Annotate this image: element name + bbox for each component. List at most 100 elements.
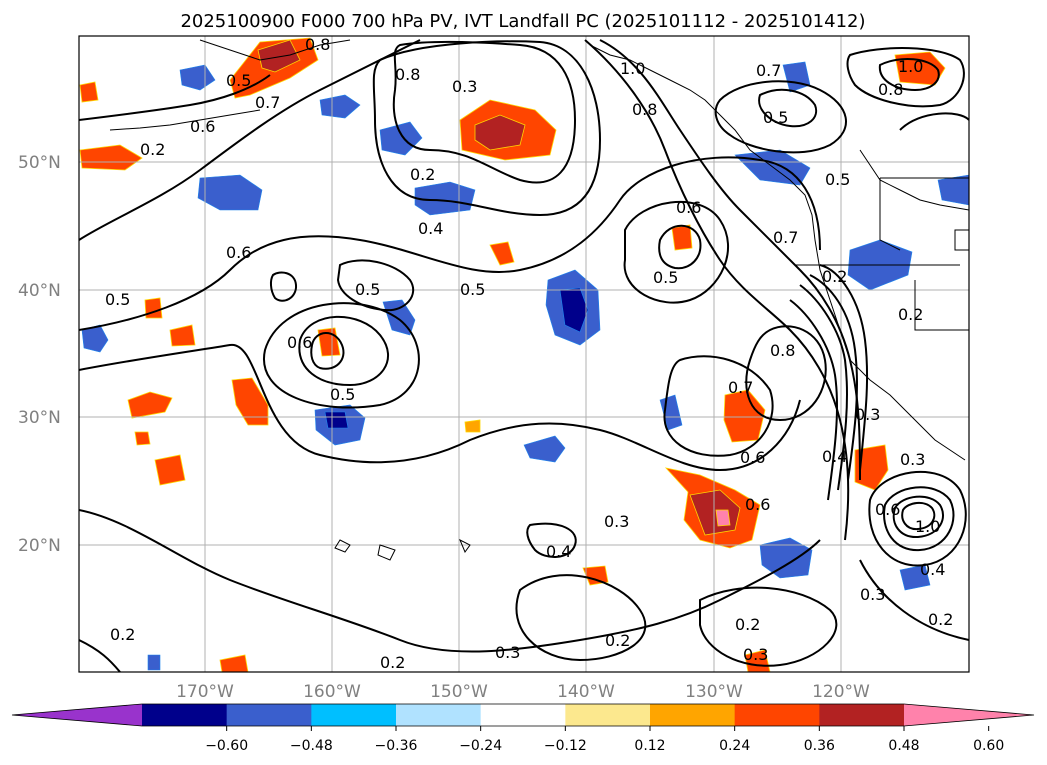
- colorbar-segment: [311, 704, 397, 726]
- colorbar-segment: [226, 704, 312, 726]
- latitude-labels: 50°N 40°N 30°N 20°N: [18, 153, 61, 556]
- border-line: [914, 280, 969, 331]
- contour-line: [269, 271, 298, 302]
- contour-label: 0.3: [900, 450, 925, 469]
- contour-line: [714, 80, 847, 154]
- colorbar: −0.60 −0.48 −0.36 −0.24 −0.12 0.12 0.24 0.36 0.4…: [11, 703, 1035, 754]
- pv-negative-blob: [937, 174, 969, 206]
- pv-negative-blob: [759, 537, 813, 579]
- coastline: [109, 109, 261, 131]
- contour-line: [79, 509, 821, 653]
- colorbar-tick-label: 0.60: [973, 738, 1004, 754]
- pv-negative-blob: [899, 564, 931, 591]
- colorbar-segment: [819, 704, 905, 726]
- contour-label: 0.3: [855, 405, 880, 424]
- contour-label: 0.2: [140, 140, 165, 159]
- contour-label: 0.3: [860, 585, 885, 604]
- contour-line: [262, 302, 420, 409]
- pv-positive-blob: [894, 51, 946, 86]
- map-panel: 0.5 0.8 0.3 0.7 1.0 0.8 0.6 0.7 0.5 0.8 …: [18, 35, 970, 702]
- contour-line: [799, 284, 848, 491]
- contour-label: 0.5: [105, 290, 130, 309]
- pv-positive-blob: [154, 454, 186, 486]
- map-frame: [78, 35, 970, 673]
- colorbar-segment: [650, 704, 736, 726]
- contour-line: [868, 470, 967, 567]
- contour-line: [699, 586, 838, 667]
- contour-label: 0.5: [763, 108, 788, 127]
- contour-line: [878, 58, 940, 92]
- contour-label: 0.5: [226, 71, 251, 90]
- contour-line: [658, 224, 702, 270]
- colorbar-tick-label: 0.12: [634, 738, 665, 754]
- contour-label: 0.5: [330, 385, 355, 404]
- lon-label: 170°W: [176, 682, 234, 702]
- colorbar-segment: [565, 704, 651, 726]
- contour-line: [515, 574, 647, 662]
- pv-negative-blob: [324, 411, 349, 429]
- contour-label: 0.8: [632, 100, 657, 119]
- contour-label: 0.4: [822, 447, 847, 466]
- contour-line: [79, 39, 421, 241]
- pv-positive-blob: [464, 419, 481, 433]
- figure-title: 2025100900 F000 700 hPa PV, IVT Landfall…: [180, 11, 865, 32]
- contour-line: [336, 259, 415, 312]
- pv-negative-blob: [197, 174, 263, 211]
- colorbar-extend-max: [904, 704, 1034, 726]
- contour-label: 0.4: [920, 560, 945, 579]
- coastline: [377, 544, 396, 561]
- colorbar-tick-label: −0.48: [290, 738, 333, 754]
- pv-positive-blob: [582, 565, 609, 586]
- lon-label: 120°W: [812, 682, 870, 702]
- colorbar-tick-label: −0.60: [205, 738, 248, 754]
- contour-label: 0.3: [495, 643, 520, 662]
- pv-positive-blob: [854, 444, 889, 491]
- coastline: [859, 149, 969, 211]
- contour-label: 0.2: [380, 653, 405, 672]
- graticule: [79, 36, 969, 672]
- contour-label: 0.8: [305, 35, 330, 54]
- pv-positive-blob: [489, 241, 515, 266]
- border-line: [879, 178, 901, 251]
- contour-label: 0.6: [875, 500, 900, 519]
- contour-line: [79, 343, 801, 472]
- contour-label: 0.7: [728, 378, 753, 397]
- contour-line: [392, 40, 577, 184]
- pv-positive-blob: [79, 144, 143, 171]
- contour-label: 0.4: [418, 219, 443, 238]
- colorbar-tick-label: 0.36: [804, 738, 835, 754]
- lon-label: 140°W: [557, 682, 615, 702]
- contour-label: 0.6: [226, 243, 251, 262]
- colorbar-segment: [480, 704, 566, 726]
- pv-negative-blob: [319, 94, 361, 119]
- contour-line: [310, 332, 345, 370]
- colorbar-tick-label: 0.24: [719, 738, 750, 754]
- contour-line: [79, 74, 271, 121]
- contour-label: 0.7: [255, 93, 280, 112]
- pv-positive-blob: [257, 39, 301, 73]
- contour-label: 0.3: [604, 512, 629, 531]
- contour-line: [372, 40, 602, 217]
- pv-negative-fills: [81, 61, 969, 671]
- pv-positive-blob: [134, 431, 151, 446]
- contour-label: 0.2: [822, 267, 847, 286]
- contour-label: 0.5: [355, 280, 380, 299]
- pv-negative-blob: [414, 181, 476, 216]
- contour-label: 0.6: [287, 333, 312, 352]
- contour-line: [846, 47, 965, 108]
- longitude-labels: 170°W 160°W 150°W 140°W 130°W 120°W: [176, 682, 870, 702]
- contour-line: [892, 495, 945, 539]
- contour-line: [758, 88, 818, 128]
- contour-label: 0.8: [878, 80, 903, 99]
- pv-negative-blob: [179, 64, 216, 91]
- lon-label: 130°W: [685, 682, 743, 702]
- contour-line: [298, 315, 390, 387]
- contour-labels: 0.5 0.8 0.3 0.7 1.0 0.8 0.6 0.7 0.5 0.8 …: [105, 35, 953, 672]
- contour-line: [789, 299, 838, 501]
- lat-label: 20°N: [18, 536, 61, 556]
- contour-line: [79, 639, 121, 672]
- coastline: [334, 539, 351, 553]
- contour-line: [859, 559, 969, 641]
- contour-line: [819, 264, 869, 471]
